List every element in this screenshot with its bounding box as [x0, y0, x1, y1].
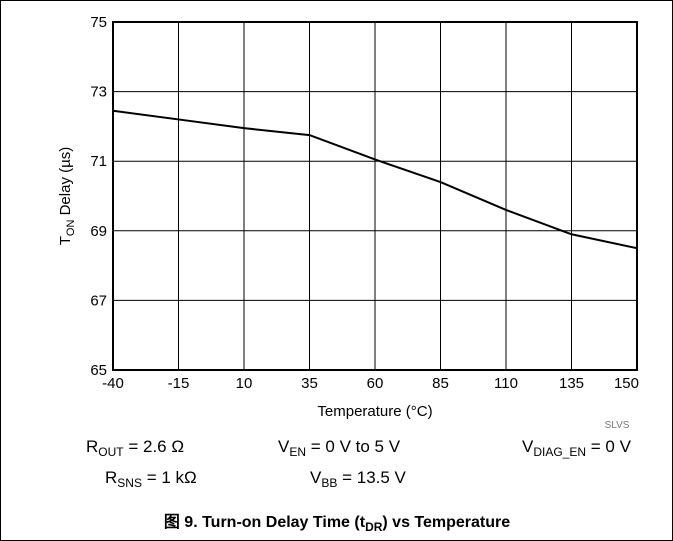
y-tick-label: 73 — [90, 84, 107, 101]
plot-border — [112, 21, 638, 371]
x-tick-label: -40 — [102, 375, 124, 392]
y-tick-label: 69 — [90, 223, 107, 240]
x-axis-label: Temperature (°C) — [317, 403, 432, 420]
annotation-main: V — [278, 437, 290, 456]
y-axis-label-sub: ON — [65, 220, 77, 237]
caption: 图 9. Turn-on Delay Time (tDR) vs Tempera… — [164, 513, 510, 534]
annotation-sub: SNS — [117, 476, 142, 490]
annotation-main: V — [310, 468, 322, 487]
x-tick-label: 10 — [236, 375, 253, 392]
x-tick-label: 85 — [432, 375, 449, 392]
annotation-main: R — [86, 437, 98, 456]
annotation: VEN = 0 V to 5 V — [278, 437, 401, 459]
y-tick-label: 71 — [90, 153, 107, 170]
watermark: SLVS — [605, 420, 630, 431]
annotation-sub: DIAG_EN — [533, 445, 586, 459]
x-tick-label: 150 — [614, 375, 639, 392]
annotation: ROUT = 2.6 Ω — [86, 437, 184, 459]
y-axis-label-main: T — [57, 236, 74, 245]
annotation-main: V — [522, 437, 534, 456]
x-tick-label: 60 — [367, 375, 384, 392]
annotation-rest: = 0 V to 5 V — [306, 437, 401, 456]
annotation-sub: BB — [321, 476, 337, 490]
data-line — [112, 109, 638, 250]
y-axis-label: TON Delay (µs) — [57, 147, 77, 246]
y-axis-label-rest: Delay (µs) — [57, 147, 74, 220]
annotation-rest: = 2.6 Ω — [124, 437, 184, 456]
annotation: RSNS = 1 kΩ — [105, 468, 197, 490]
caption-main: 图 9. Turn-on Delay Time (t — [164, 513, 366, 531]
annotation: VDIAG_EN = 0 V — [522, 437, 632, 459]
caption-rest: ) vs Temperature — [382, 514, 510, 531]
annotation: VBB = 13.5 V — [310, 468, 407, 490]
annotation-sub: OUT — [98, 445, 124, 459]
x-tick-label: 35 — [301, 375, 318, 392]
annotation-main: R — [105, 468, 117, 487]
annotation-rest: = 13.5 V — [337, 468, 406, 487]
y-tick-label: 67 — [90, 292, 107, 309]
x-tick-label: -15 — [168, 375, 190, 392]
caption-sub: DR — [365, 520, 383, 534]
annotation-rest: = 0 V — [586, 437, 632, 456]
x-tick-label: 110 — [494, 375, 518, 392]
annotation-sub: EN — [289, 445, 306, 459]
annotation-rest: = 1 kΩ — [142, 468, 197, 487]
y-tick-label: 75 — [90, 14, 107, 31]
y-tick-label: 65 — [90, 362, 107, 379]
x-tick-label: 135 — [559, 375, 584, 392]
